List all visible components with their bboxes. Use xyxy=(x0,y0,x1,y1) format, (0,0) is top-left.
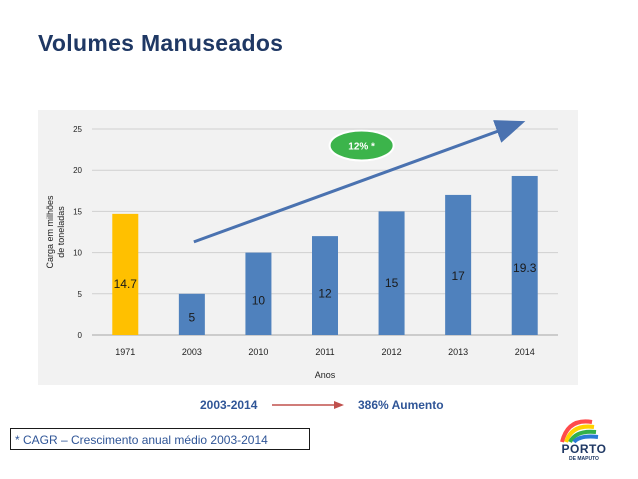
x-tick-label: 2010 xyxy=(248,347,268,357)
arrow-right-icon xyxy=(272,401,344,409)
cagr-badge: 12% * xyxy=(328,129,395,162)
x-tick-label: 1971 xyxy=(115,347,135,357)
data-label: 19.3 xyxy=(513,261,537,275)
x-tick-label: 2003 xyxy=(182,347,202,357)
x-tick-label: 2012 xyxy=(382,347,402,357)
data-label: 14.7 xyxy=(114,277,138,291)
x-tick-label: 2013 xyxy=(448,347,468,357)
period-label: 2003-2014 xyxy=(200,398,258,412)
increase-label: 386% Aumento xyxy=(358,398,444,412)
x-axis-label: Anos xyxy=(315,370,336,380)
data-label: 15 xyxy=(385,276,399,290)
bar-1971 xyxy=(112,213,139,335)
page-title: Volumes Manuseados xyxy=(38,30,284,56)
footnote: * CAGR – Crescimento anual médio 2003-20… xyxy=(10,428,310,450)
y-tick-label: 0 xyxy=(78,331,83,340)
y-tick-label: 25 xyxy=(73,125,82,134)
bar-2010 xyxy=(245,252,272,335)
y-tick-label: 20 xyxy=(73,166,82,175)
cagr-badge-label: 12% * xyxy=(348,141,375,152)
y-tick-label: 15 xyxy=(73,207,82,216)
trend-arrow xyxy=(193,120,526,244)
logo-name: PORTO xyxy=(561,442,607,456)
y-axis-label-line-2: de toneladas xyxy=(56,206,66,258)
chart-panel: 14.7 5 10 12 15 17 19.3 0 5 10 15 20 25 1971 2003 2010… xyxy=(38,110,578,385)
bar-2013 xyxy=(445,194,472,335)
bar-2012 xyxy=(378,211,405,335)
bar-2011 xyxy=(312,236,338,335)
data-label: 12 xyxy=(318,286,332,300)
x-tick-label: 2014 xyxy=(515,347,535,357)
rainbow-logo-icon xyxy=(560,419,599,444)
data-label: 10 xyxy=(252,293,266,307)
bar-2003 xyxy=(178,293,205,335)
y-tick-label: 10 xyxy=(73,249,82,258)
porto-de-maputo-logo: PORTO DE MAPUTO xyxy=(548,412,620,464)
logo-subtitle: DE MAPUTO xyxy=(569,456,599,462)
x-tick-label: 2011 xyxy=(315,347,334,357)
bar-chart: 14.7 5 10 12 15 17 19.3 0 5 10 15 20 25 1971 2003 2010… xyxy=(45,120,558,380)
y-tick-label: 5 xyxy=(78,290,83,299)
data-label: 5 xyxy=(189,311,196,325)
data-label: 17 xyxy=(451,269,465,283)
y-axis-label: Carga em milhões xyxy=(45,195,55,269)
bar-2014 xyxy=(511,175,538,335)
